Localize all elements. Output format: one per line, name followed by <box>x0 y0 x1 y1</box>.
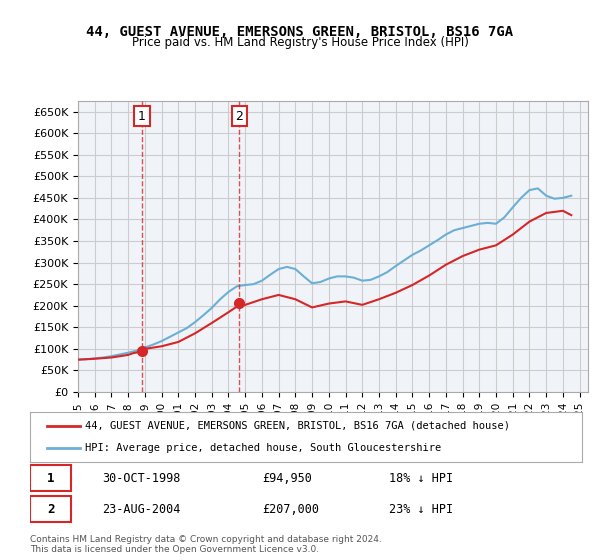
Text: 1: 1 <box>138 110 146 123</box>
Text: Contains HM Land Registry data © Crown copyright and database right 2024.
This d: Contains HM Land Registry data © Crown c… <box>30 535 382 554</box>
Text: 18% ↓ HPI: 18% ↓ HPI <box>389 472 453 484</box>
Text: 30-OCT-1998: 30-OCT-1998 <box>102 472 180 484</box>
Text: 2: 2 <box>235 110 243 123</box>
Text: £207,000: £207,000 <box>262 502 319 516</box>
Text: £94,950: £94,950 <box>262 472 312 484</box>
Text: 44, GUEST AVENUE, EMERSONS GREEN, BRISTOL, BS16 7GA: 44, GUEST AVENUE, EMERSONS GREEN, BRISTO… <box>86 25 514 39</box>
Text: 1: 1 <box>47 472 55 484</box>
Text: 23-AUG-2004: 23-AUG-2004 <box>102 502 180 516</box>
Text: HPI: Average price, detached house, South Gloucestershire: HPI: Average price, detached house, Sout… <box>85 443 442 453</box>
Text: 2: 2 <box>47 502 55 516</box>
FancyBboxPatch shape <box>30 496 71 522</box>
Text: 44, GUEST AVENUE, EMERSONS GREEN, BRISTOL, BS16 7GA (detached house): 44, GUEST AVENUE, EMERSONS GREEN, BRISTO… <box>85 421 510 431</box>
Text: Price paid vs. HM Land Registry's House Price Index (HPI): Price paid vs. HM Land Registry's House … <box>131 36 469 49</box>
Text: 23% ↓ HPI: 23% ↓ HPI <box>389 502 453 516</box>
FancyBboxPatch shape <box>30 465 71 491</box>
